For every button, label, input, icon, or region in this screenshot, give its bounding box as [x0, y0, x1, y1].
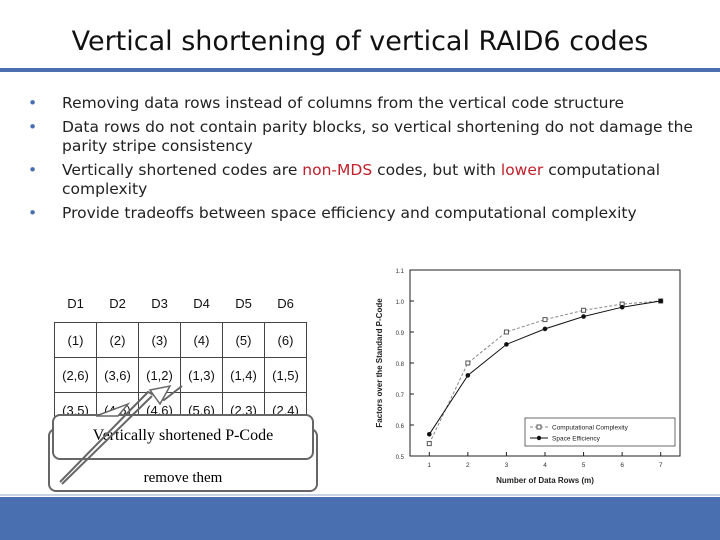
legend-label: Space Efficiency	[552, 436, 601, 443]
callout-text: Vertically shortened P-Code	[92, 427, 274, 444]
highlight-non-mds: non-MDS	[302, 161, 373, 179]
x-axis-label: Number of Data Rows (m)	[496, 476, 594, 485]
data-point	[542, 326, 548, 332]
table-cell: (2)	[96, 322, 139, 358]
table-cell: (6)	[264, 322, 307, 358]
callout-pointer	[61, 395, 153, 485]
data-point	[658, 298, 664, 304]
legend-marker	[536, 424, 542, 430]
table-cell: (1,2)	[138, 357, 181, 393]
disk-header: D5	[235, 295, 252, 311]
table-cell: (1,4)	[222, 357, 265, 393]
table-cell: (3,6)	[96, 357, 139, 393]
data-point	[503, 329, 509, 335]
table-cell: (3)	[138, 322, 181, 358]
title-divider	[0, 68, 720, 72]
bullet-item: Provide tradeoffs between space efficien…	[28, 204, 708, 223]
bullet-list: Removing data rows instead of columns fr…	[28, 94, 708, 228]
data-point	[465, 373, 471, 378]
y-tick-label: 0.8	[396, 362, 405, 368]
bullet-item: Vertically shortened codes are non-MDS c…	[28, 161, 708, 199]
legend-label: Computational Complexity	[552, 425, 629, 432]
x-tick-label: 7	[659, 462, 663, 469]
y-tick-label: 0.6	[396, 424, 405, 430]
y-tick-label: 0.9	[396, 331, 405, 337]
y-axis-label: Factors over the Standard P-Code	[375, 298, 384, 428]
footer-band	[0, 497, 720, 540]
legend-marker	[536, 435, 542, 441]
y-tick-label: 0.5	[396, 455, 405, 461]
table-cell: (4)	[180, 322, 223, 358]
x-tick-label: 1	[427, 462, 431, 469]
bullet-text: Removing data rows instead of columns fr…	[62, 94, 625, 112]
disk-header: D1	[67, 295, 84, 311]
table-cell: (1,5)	[264, 357, 307, 393]
p-code-table: D1 D2 D3 D4 D5 D6 (1) (2) (3) (4) (5) (6…	[54, 284, 307, 428]
callout-text: remove them	[143, 470, 223, 486]
bullet-item: Data rows do not contain parity blocks, …	[28, 118, 708, 156]
table-cell: (5)	[222, 322, 265, 358]
data-point	[426, 432, 432, 437]
shortened-pcode-callout: Vertically shortened P-Code	[52, 414, 314, 460]
legend-box	[524, 417, 676, 447]
y-tick-label: 1.0	[396, 300, 405, 306]
y-tick-label: 1.1	[396, 269, 405, 275]
footer-divider	[0, 494, 720, 496]
x-tick-label: 2	[466, 462, 470, 469]
bullet-text: computational complexity	[62, 161, 661, 198]
y-tick-label: 0.7	[396, 393, 405, 399]
x-tick-label: 4	[543, 462, 547, 469]
disk-header: D4	[193, 295, 210, 311]
data-point	[504, 342, 509, 347]
bullet-text: codes, but with	[372, 161, 501, 179]
table-header-row: D1 D2 D3 D4 D5 D6	[55, 284, 307, 323]
table-cell: (1,3)	[180, 357, 223, 393]
data-point	[426, 441, 432, 447]
slide-title: Vertical shortening of vertical RAID6 co…	[71, 26, 649, 57]
bullet-text: Data rows do not contain parity blocks, …	[62, 118, 693, 155]
data-point	[581, 314, 586, 319]
disk-header: D6	[277, 295, 294, 311]
callout-pointer	[95, 402, 131, 417]
callout-pointer	[148, 384, 172, 406]
data-point	[542, 317, 548, 323]
x-tick-label: 3	[505, 462, 509, 469]
data-point	[619, 304, 625, 310]
table-row: (1) (2) (3) (4) (5) (6)	[54, 322, 307, 358]
table-row: (2,6) (3,6) (1,2) (1,3) (1,4) (1,5)	[54, 357, 307, 393]
data-point	[581, 307, 587, 313]
table-cell: (1)	[54, 322, 97, 358]
chart-svg: 0.5 0.6 0.7 0.8 0.9 1.0 1.1 1 2 3 4 5 6 7 Number of Da…	[375, 269, 681, 485]
highlight-lower: lower	[500, 161, 544, 179]
x-tick-label: 5	[582, 462, 586, 469]
x-tick-label: 6	[620, 462, 624, 469]
bullet-text: Provide tradeoffs between space efficien…	[62, 204, 637, 222]
disk-header: D2	[109, 295, 126, 311]
disk-header: D3	[151, 295, 168, 311]
data-point	[465, 360, 471, 366]
bullet-item: Removing data rows instead of columns fr…	[28, 94, 708, 113]
bullet-text: Vertically shortened codes are	[62, 161, 303, 179]
table-cell: (2,6)	[54, 357, 97, 393]
